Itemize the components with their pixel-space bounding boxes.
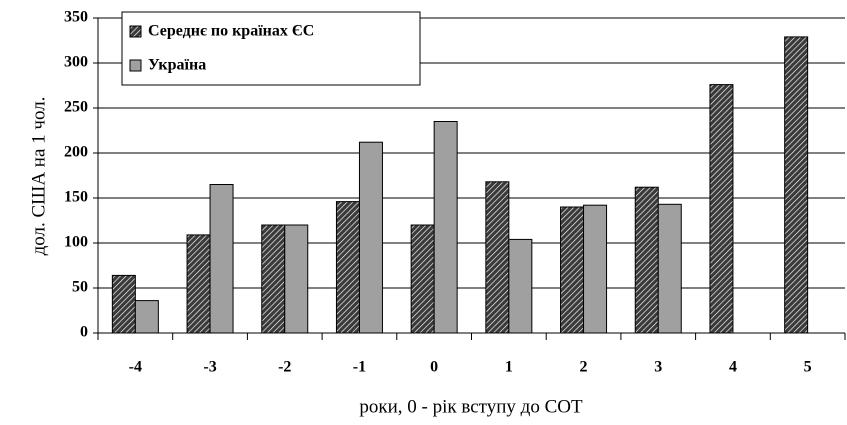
bar xyxy=(657,203,682,334)
legend-label: Середнє по країнах ЄС xyxy=(148,23,314,40)
bar xyxy=(560,206,585,334)
y-tick-label: 350 xyxy=(64,9,88,26)
bar xyxy=(410,224,435,334)
x-tick-label: -1 xyxy=(353,359,366,376)
x-tick-label: -2 xyxy=(278,359,291,376)
bar xyxy=(583,204,608,334)
x-tick-label: -3 xyxy=(203,359,216,376)
bar xyxy=(111,274,136,334)
legend-swatch xyxy=(129,59,142,72)
y-tick-label: 100 xyxy=(64,234,88,251)
y-tick-label: 200 xyxy=(64,144,88,161)
x-tick-label: 2 xyxy=(580,359,588,376)
y-axis-label: дол. США на 1 чол. xyxy=(28,97,49,256)
x-tick-label: 4 xyxy=(729,359,737,376)
bar xyxy=(186,234,211,334)
y-tick-label: 250 xyxy=(64,99,88,116)
bar xyxy=(784,36,809,334)
y-tick-label: 150 xyxy=(64,189,88,206)
bar xyxy=(284,224,309,334)
x-axis-label: роки, 0 - рік вступу до СОТ xyxy=(359,396,583,417)
bar xyxy=(709,84,734,334)
x-tick-label: 3 xyxy=(654,359,662,376)
bar xyxy=(508,238,533,334)
y-tick-label: 50 xyxy=(72,279,88,296)
bar xyxy=(433,121,458,334)
x-tick-label: 5 xyxy=(804,359,812,376)
bar xyxy=(358,141,383,334)
legend-box xyxy=(121,11,421,86)
bar xyxy=(485,181,510,334)
y-tick-label: 300 xyxy=(64,54,88,71)
bar xyxy=(261,224,286,334)
y-tick-label: 0 xyxy=(80,324,88,341)
x-tick-label: 1 xyxy=(505,359,513,376)
legend-label: Україна xyxy=(148,57,206,74)
x-tick-label: 0 xyxy=(430,359,438,376)
bar xyxy=(335,201,360,334)
legend-swatch xyxy=(129,25,142,38)
bar xyxy=(634,186,659,334)
bar xyxy=(209,184,234,334)
x-tick-label: -4 xyxy=(129,359,142,376)
bar xyxy=(134,300,159,334)
